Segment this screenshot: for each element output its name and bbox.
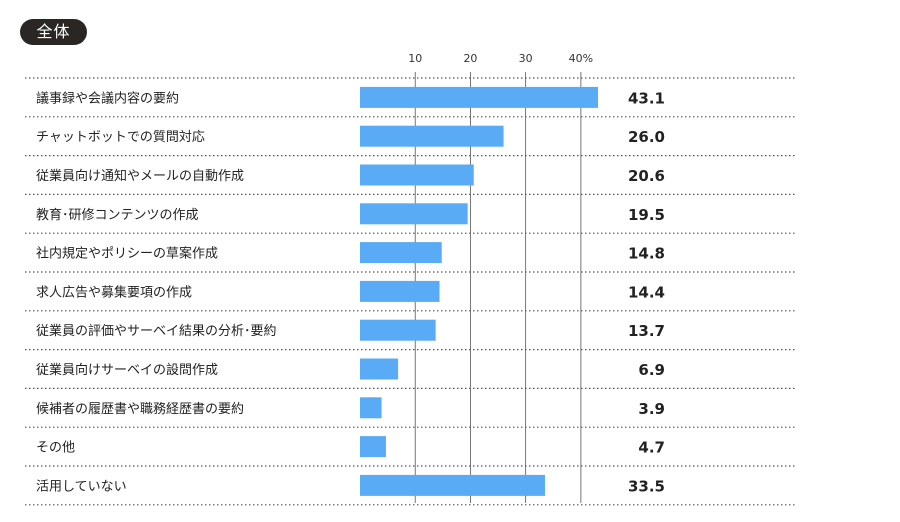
bar-6 [360, 280, 440, 302]
bar-5 [360, 242, 442, 264]
category-label-9: 候補者の履歴書や職務経歴書の要約 [36, 402, 244, 417]
tick-label-30: 30 [519, 52, 533, 65]
tick-label-40: 40% [569, 52, 593, 65]
value-label-7: 13.7 [628, 322, 665, 340]
value-label-5: 14.8 [628, 245, 665, 263]
bar-10 [360, 436, 386, 458]
bar-1 [360, 86, 598, 108]
bar-2 [360, 125, 504, 147]
category-label-8: 従業員向けサーベイの設問作成 [36, 362, 218, 378]
value-label-8: 6.9 [638, 361, 665, 379]
category-label-10: その他 [36, 441, 75, 456]
category-label-6: 求人広告や募集要項の作成 [36, 284, 192, 300]
value-label-3: 20.6 [628, 167, 665, 185]
bar-3 [360, 164, 474, 186]
category-label-7: 従業員の評価やサーベイ結果の分析･要約 [36, 323, 277, 339]
row-separators [25, 77, 797, 506]
value-label-9: 3.9 [638, 400, 665, 418]
category-label-2: チャットボットでの質問対応 [36, 130, 205, 145]
value-labels: 43.1 26.0 20.6 19.5 14.8 14.4 13.7 6.9 3.9 4.7 33.… [628, 89, 665, 495]
category-label-3: 従業員向け通知やメールの自動作成 [36, 168, 244, 184]
category-labels: 議事録や会議内容の要約チャットボットでの質問対応従業員向け通知やメールの自動作成… [36, 90, 277, 494]
category-label-5: 社内規定やポリシーの草案作成 [36, 246, 218, 262]
value-label-11: 33.5 [628, 477, 665, 495]
bar-11 [360, 474, 545, 496]
bar-8 [360, 358, 399, 380]
value-label-10: 4.7 [638, 439, 665, 457]
value-label-2: 26.0 [628, 128, 665, 146]
category-label-4: 教育･研修コンテンツの作成 [36, 207, 199, 223]
tick-label-20: 20 [463, 52, 477, 65]
value-label-1: 43.1 [628, 89, 665, 107]
bar-7 [360, 319, 436, 341]
category-label-11: 活用していない [36, 479, 127, 494]
bars [360, 86, 598, 496]
tick-labels: 10 20 30 40% [408, 52, 593, 65]
tick-label-10: 10 [408, 52, 422, 65]
bar-9 [360, 397, 382, 419]
category-label-1: 議事録や会議内容の要約 [36, 90, 179, 106]
value-label-6: 14.4 [628, 283, 665, 301]
value-label-4: 19.5 [628, 206, 665, 224]
bar-4 [360, 203, 468, 225]
segment-badge: 全体 [20, 19, 87, 45]
